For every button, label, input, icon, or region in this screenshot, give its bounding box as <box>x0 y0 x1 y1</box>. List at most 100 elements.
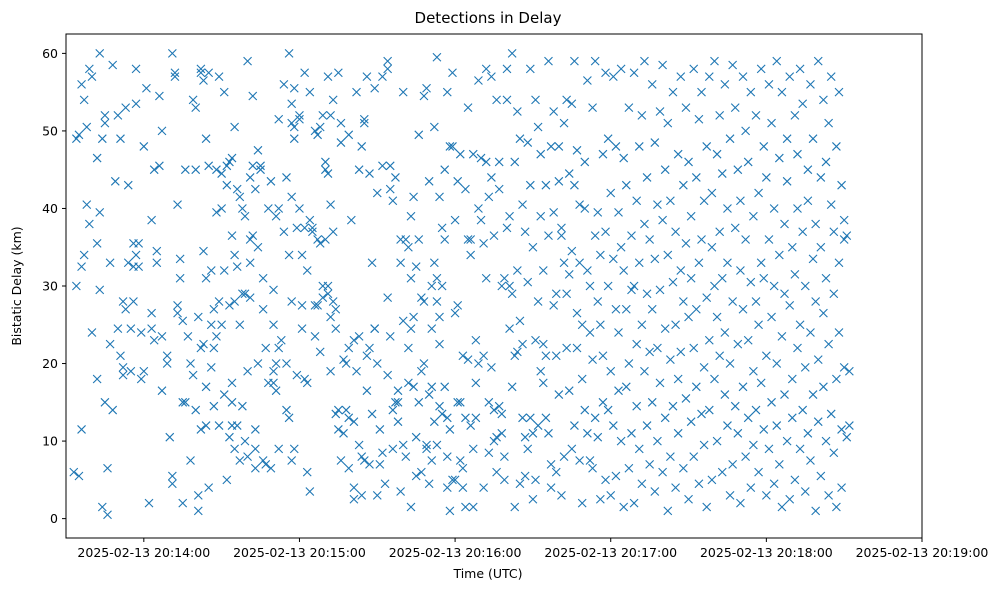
data-point <box>780 219 789 229</box>
data-point <box>463 103 473 113</box>
data-point <box>248 91 258 101</box>
data-point <box>367 258 377 268</box>
data-point <box>196 343 206 353</box>
data-point <box>424 479 434 489</box>
data-point <box>95 285 105 295</box>
data-point <box>658 60 667 70</box>
data-point <box>567 246 577 256</box>
data-point <box>502 95 512 105</box>
data-point <box>577 320 587 330</box>
data-point <box>663 118 673 128</box>
data-point <box>422 83 431 93</box>
data-point <box>230 297 239 306</box>
data-point <box>328 297 338 306</box>
data-point <box>235 320 245 330</box>
data-point <box>437 223 447 233</box>
data-point <box>455 397 465 407</box>
data-point <box>227 231 237 240</box>
data-point <box>466 421 476 430</box>
data-point <box>655 107 665 116</box>
data-point <box>782 176 792 186</box>
x-tick-label: 2025-02-13 20:16:00 <box>389 545 522 560</box>
data-point <box>326 312 335 322</box>
data-point <box>582 76 592 85</box>
data-point <box>567 99 577 109</box>
data-point <box>819 382 828 392</box>
data-point <box>289 83 299 93</box>
data-point <box>826 72 836 82</box>
data-point <box>222 161 232 171</box>
data-point <box>533 122 543 132</box>
data-point <box>557 490 566 500</box>
data-point <box>263 204 273 213</box>
data-point <box>250 444 260 454</box>
data-point <box>442 413 452 423</box>
data-point <box>157 386 167 396</box>
data-point <box>209 304 219 314</box>
data-point <box>365 459 374 469</box>
data-point <box>134 262 144 272</box>
data-point <box>746 277 756 287</box>
data-point <box>842 231 852 240</box>
data-point <box>289 122 299 132</box>
data-point <box>684 157 693 167</box>
data-point <box>536 149 546 159</box>
data-point <box>136 328 146 337</box>
data-point <box>749 366 758 376</box>
data-point <box>167 48 177 58</box>
y-tick-label: 0 <box>50 511 58 526</box>
data-point <box>209 401 219 411</box>
data-point <box>126 366 136 376</box>
data-point <box>237 401 247 411</box>
data-point <box>113 324 123 334</box>
data-point <box>481 273 491 283</box>
data-point <box>736 196 745 206</box>
data-point <box>544 428 553 438</box>
data-point <box>494 401 504 411</box>
data-point <box>676 266 686 275</box>
data-point <box>531 335 540 345</box>
data-point <box>310 332 320 341</box>
data-point <box>474 76 483 85</box>
x-tick-label: 2025-02-13 20:17:00 <box>544 545 677 560</box>
data-point <box>396 258 406 268</box>
data-point <box>136 374 146 384</box>
data-point <box>333 405 343 415</box>
data-point <box>365 169 374 178</box>
data-point <box>551 289 561 299</box>
data-point <box>681 103 691 113</box>
data-point <box>572 343 582 353</box>
data-point <box>398 440 408 450</box>
data-point <box>404 378 413 388</box>
data-point <box>346 215 356 225</box>
data-point <box>554 176 564 186</box>
data-point <box>253 359 263 368</box>
data-point <box>637 320 647 330</box>
data-point <box>611 471 621 481</box>
data-point <box>660 324 670 334</box>
data-point <box>162 359 172 368</box>
data-point <box>562 289 572 299</box>
data-point <box>593 432 603 442</box>
data-point <box>97 134 107 144</box>
data-point <box>300 223 310 233</box>
data-point <box>585 456 595 465</box>
data-point <box>806 456 815 465</box>
data-point <box>800 281 810 291</box>
data-point <box>629 281 639 291</box>
data-point <box>440 165 450 175</box>
data-point <box>634 142 644 151</box>
data-point <box>116 351 125 361</box>
data-point <box>759 142 769 151</box>
data-point <box>772 359 782 368</box>
data-point <box>359 456 369 465</box>
data-point <box>663 250 673 260</box>
data-point <box>352 87 361 97</box>
data-point <box>689 452 699 461</box>
data-point <box>232 184 242 194</box>
data-point <box>284 413 294 423</box>
data-point <box>525 180 535 190</box>
data-point <box>103 463 112 473</box>
data-point <box>515 134 525 144</box>
data-point <box>694 114 704 124</box>
